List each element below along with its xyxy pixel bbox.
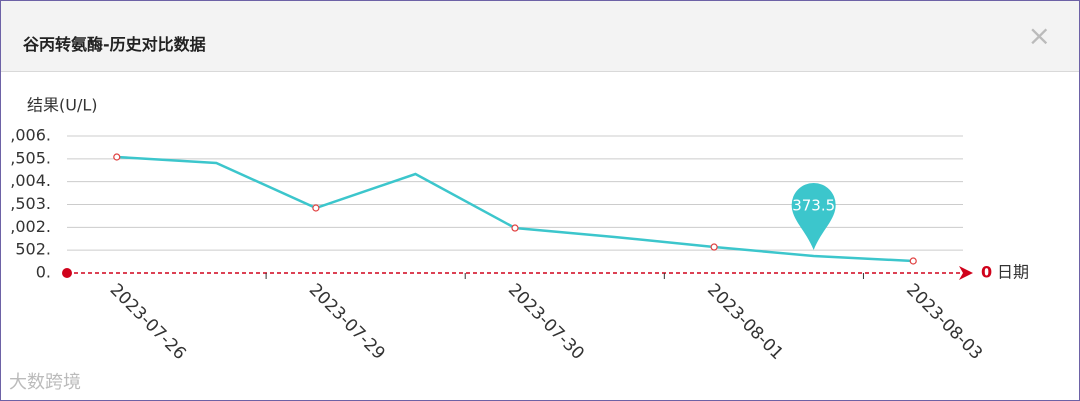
dialog-header: 谷丙转氨酶-历史对比数据 × [1, 1, 1079, 72]
x-tick-label: 2023-08-01 [703, 280, 787, 364]
x-axis-label: 日期 [997, 263, 1029, 282]
point [909, 257, 917, 265]
mark-pin-label: 373.5 [792, 196, 835, 214]
x-tick-label: 2023-07-30 [504, 280, 588, 364]
y-axis-label: 结果(U/L) [27, 96, 98, 115]
point [710, 243, 718, 251]
x-tick-label: 2023-07-29 [305, 280, 389, 364]
point [511, 224, 519, 232]
y-tick-label: ,006. [10, 126, 51, 145]
x-tick-label: 2023-07-26 [106, 280, 190, 364]
x-tick-label: 2023-08-03 [902, 280, 986, 364]
axis-arrow [959, 266, 973, 280]
watermark: 大数跨境 [9, 372, 81, 393]
y-tick-label: ,503. [10, 194, 51, 213]
chart: 结果(U/L) 大数跨境 0. 502. ,002. ,503. ,004. ,505.,… [9, 96, 1029, 394]
dialog-title: 谷丙转氨酶-历史对比数据 [23, 35, 206, 54]
axis-origin [62, 268, 72, 278]
y-tick-label: ,505. [10, 148, 51, 167]
y-tick-label: ,004. [10, 171, 51, 190]
axis-end-marker: 0 [981, 263, 992, 282]
point [312, 204, 320, 212]
point [113, 153, 121, 161]
mark-pin [791, 182, 836, 250]
close-button[interactable]: × [1027, 19, 1051, 52]
y-tick-label: 0. [36, 263, 51, 282]
y-tick-label: ,002. [10, 217, 51, 236]
y-tick-label: 502. [15, 240, 51, 259]
